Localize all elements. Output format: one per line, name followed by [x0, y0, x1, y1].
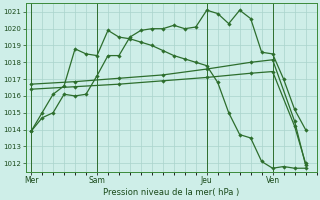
X-axis label: Pression niveau de la mer( hPa ): Pression niveau de la mer( hPa ) [103, 188, 239, 197]
